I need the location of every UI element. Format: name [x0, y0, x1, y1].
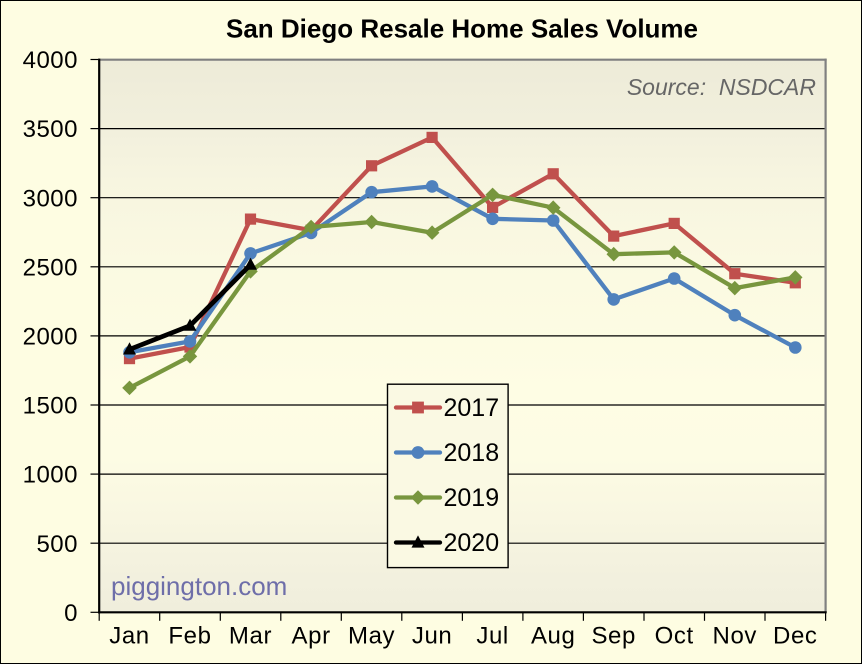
svg-text:Dec: Dec: [773, 623, 817, 650]
svg-text:2019: 2019: [444, 484, 500, 512]
svg-text:3500: 3500: [23, 116, 78, 143]
svg-text:1500: 1500: [23, 393, 78, 420]
svg-text:2500: 2500: [23, 254, 78, 281]
svg-text:Jan: Jan: [109, 623, 150, 650]
svg-text:Source: NSDCAR: Source: NSDCAR: [627, 74, 816, 100]
svg-text:Aug: Aug: [531, 623, 576, 650]
svg-text:4000: 4000: [23, 47, 78, 74]
svg-text:Feb: Feb: [168, 623, 211, 650]
svg-text:0: 0: [64, 600, 78, 627]
svg-text:piggington.com: piggington.com: [111, 571, 287, 601]
svg-text:2018: 2018: [444, 439, 500, 467]
svg-text:2000: 2000: [23, 324, 78, 351]
svg-text:2020: 2020: [444, 529, 500, 557]
svg-text:1000: 1000: [23, 462, 78, 489]
svg-text:Mar: Mar: [229, 623, 272, 650]
svg-text:Oct: Oct: [655, 623, 694, 650]
svg-text:500: 500: [36, 531, 78, 558]
svg-text:2017: 2017: [444, 394, 500, 422]
svg-text:Jun: Jun: [412, 623, 453, 650]
svg-text:Apr: Apr: [292, 623, 331, 650]
svg-text:San Diego Resale Home Sales Vo: San Diego Resale Home Sales Volume: [226, 14, 698, 44]
svg-text:May: May: [348, 623, 395, 650]
svg-text:3000: 3000: [23, 185, 78, 212]
svg-text:Nov: Nov: [713, 623, 757, 650]
svg-text:Sep: Sep: [591, 623, 636, 650]
svg-text:Jul: Jul: [476, 623, 508, 650]
